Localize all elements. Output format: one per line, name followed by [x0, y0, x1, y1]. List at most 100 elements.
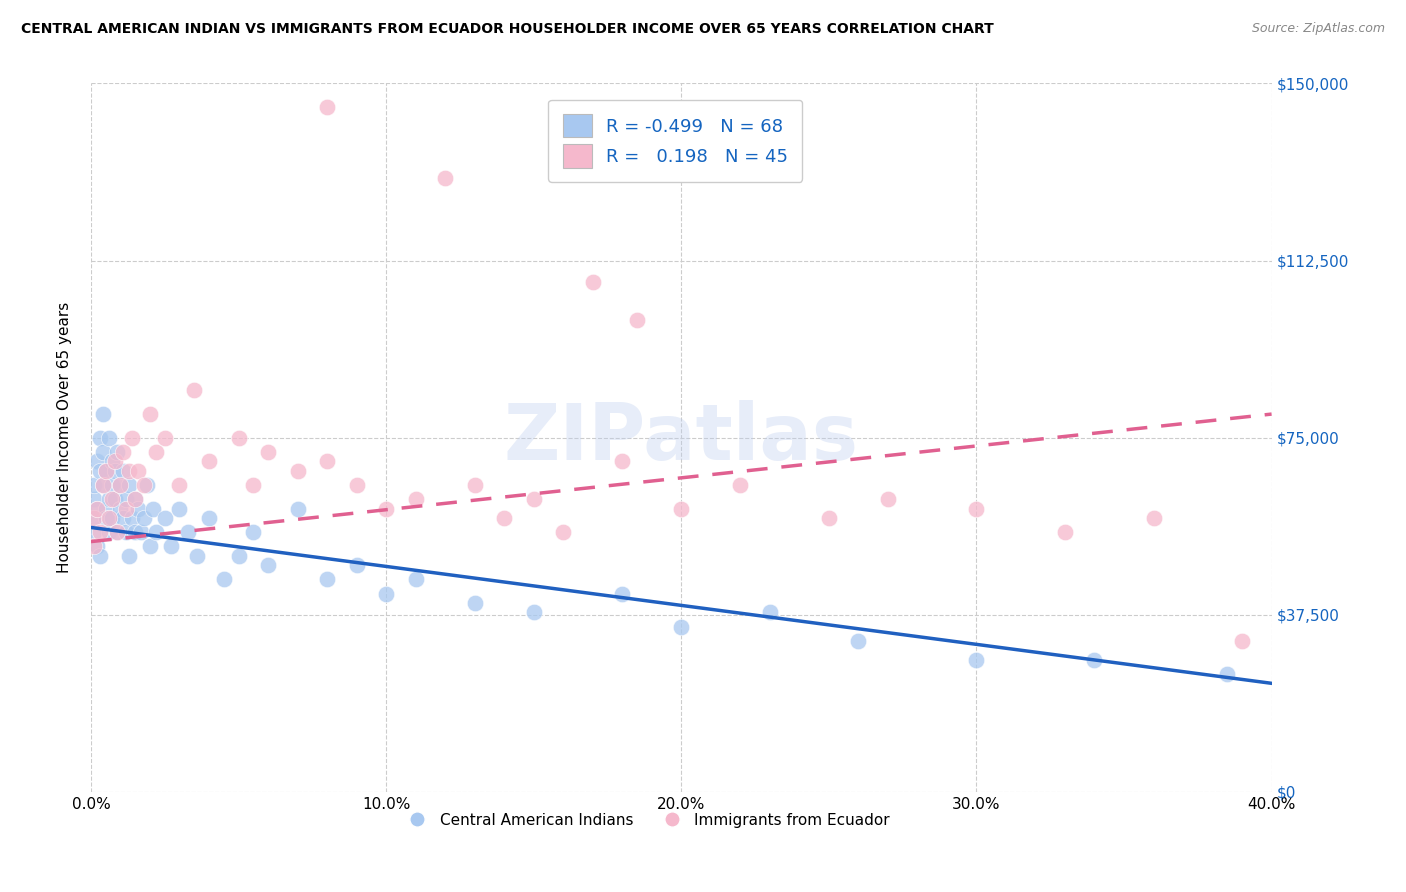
Point: [523, 492, 546, 507]
Point: [494, 511, 516, 525]
Point: [83, 478, 105, 492]
Point: [100, 492, 122, 507]
Point: [94, 511, 117, 525]
Point: [100, 454, 122, 468]
Point: [97, 525, 120, 540]
Point: [198, 454, 221, 468]
Point: [287, 501, 309, 516]
Point: [129, 525, 152, 540]
Point: [107, 445, 129, 459]
Point: [257, 558, 280, 573]
Point: [287, 464, 309, 478]
Point: [139, 407, 162, 421]
Point: [759, 606, 782, 620]
Point: [83, 492, 105, 507]
Point: [228, 549, 250, 563]
Point: [110, 478, 132, 492]
Point: [86, 539, 108, 553]
Point: [582, 275, 605, 289]
Point: [86, 501, 108, 516]
Point: [1083, 653, 1105, 667]
Point: [103, 492, 125, 507]
Point: [242, 478, 264, 492]
Point: [118, 464, 141, 478]
Point: [145, 445, 167, 459]
Point: [118, 549, 141, 563]
Point: [124, 492, 146, 507]
Point: [103, 454, 125, 468]
Point: [626, 312, 648, 326]
Point: [127, 464, 149, 478]
Point: [97, 431, 120, 445]
Point: [112, 445, 135, 459]
Point: [153, 431, 176, 445]
Point: [110, 501, 132, 516]
Point: [124, 492, 146, 507]
Point: [1142, 511, 1164, 525]
Point: [405, 573, 427, 587]
Point: [110, 478, 132, 492]
Point: [86, 454, 108, 468]
Point: [103, 464, 125, 478]
Point: [115, 492, 138, 507]
Point: [97, 511, 120, 525]
Point: [186, 549, 208, 563]
Point: [94, 464, 117, 478]
Point: [118, 478, 141, 492]
Point: [86, 501, 108, 516]
Point: [91, 478, 114, 492]
Point: [159, 539, 181, 553]
Text: Source: ZipAtlas.com: Source: ZipAtlas.com: [1251, 22, 1385, 36]
Legend: Central American Indians, Immigrants from Ecuador: Central American Indians, Immigrants fro…: [395, 806, 896, 834]
Point: [115, 501, 138, 516]
Point: [100, 478, 122, 492]
Point: [127, 501, 149, 516]
Point: [612, 454, 634, 468]
Point: [242, 525, 264, 540]
Point: [169, 478, 191, 492]
Point: [83, 511, 105, 525]
Point: [464, 478, 486, 492]
Point: [212, 573, 235, 587]
Point: [112, 464, 135, 478]
Point: [132, 511, 155, 525]
Point: [100, 511, 122, 525]
Point: [83, 525, 105, 540]
Text: ZIPatlas: ZIPatlas: [503, 400, 859, 475]
Point: [183, 384, 205, 398]
Point: [198, 511, 221, 525]
Point: [228, 431, 250, 445]
Point: [553, 525, 575, 540]
Point: [876, 492, 898, 507]
Point: [121, 431, 143, 445]
Point: [375, 586, 398, 600]
Point: [112, 511, 135, 525]
Point: [1053, 525, 1076, 540]
Point: [405, 492, 427, 507]
Point: [89, 464, 111, 478]
Point: [257, 445, 280, 459]
Point: [83, 511, 105, 525]
Point: [1216, 666, 1239, 681]
Point: [523, 606, 546, 620]
Point: [107, 525, 129, 540]
Point: [153, 511, 176, 525]
Point: [145, 525, 167, 540]
Point: [121, 511, 143, 525]
Text: CENTRAL AMERICAN INDIAN VS IMMIGRANTS FROM ECUADOR HOUSEHOLDER INCOME OVER 65 YE: CENTRAL AMERICAN INDIAN VS IMMIGRANTS FR…: [21, 22, 994, 37]
Point: [671, 620, 693, 634]
Point: [91, 478, 114, 492]
Point: [846, 633, 869, 648]
Point: [464, 596, 486, 610]
Point: [91, 407, 114, 421]
Point: [107, 525, 129, 540]
Point: [83, 539, 105, 553]
Point: [965, 501, 987, 516]
Point: [730, 478, 752, 492]
Y-axis label: Householder Income Over 65 years: Householder Income Over 65 years: [58, 302, 72, 574]
Point: [818, 511, 841, 525]
Point: [132, 478, 155, 492]
Point: [97, 492, 120, 507]
Point: [136, 478, 159, 492]
Point: [89, 525, 111, 540]
